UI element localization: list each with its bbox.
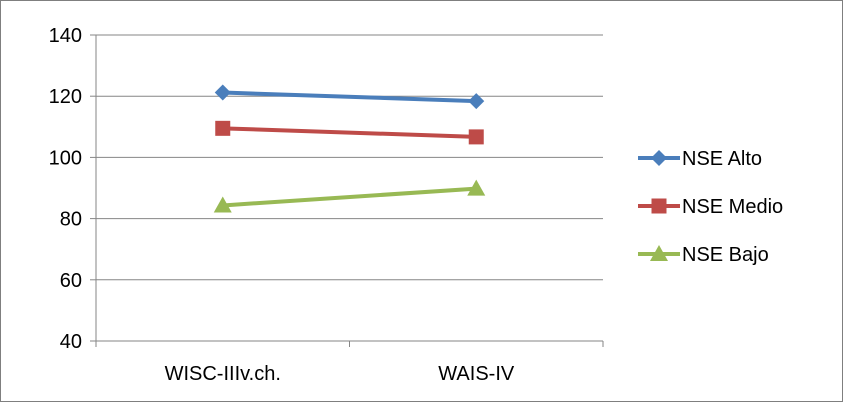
series-line xyxy=(222,126,477,139)
legend-label: NSE Medio xyxy=(682,196,783,218)
legend-label: NSE Alto xyxy=(682,148,762,170)
legend-item: NSE Bajo xyxy=(638,244,769,266)
data-point xyxy=(467,179,486,196)
data-point xyxy=(213,196,232,213)
legend: NSE Alto NSE Medio NSE Bajo xyxy=(638,148,783,266)
y-tick-label: 40 xyxy=(60,331,82,353)
legend-marker xyxy=(651,198,667,214)
series-nse-alto xyxy=(214,84,485,110)
legend-item: NSE Alto xyxy=(638,148,762,170)
series-line xyxy=(222,186,477,208)
legend-item: NSE Medio xyxy=(638,196,783,218)
series-nse-medio xyxy=(215,120,484,145)
y-tick-label: 60 xyxy=(60,270,82,292)
x-tick-labels: WISC-IIIv.ch. WAIS-IV xyxy=(165,363,515,385)
y-tick-labels: 40 60 80 100 120 140 xyxy=(49,25,82,353)
series-nse-bajo xyxy=(213,179,486,213)
x-tick-label: WAIS-IV xyxy=(438,363,515,385)
series-line xyxy=(222,90,477,104)
legend-label: NSE Bajo xyxy=(682,244,769,266)
legend-marker xyxy=(651,150,667,166)
data-point xyxy=(214,84,231,101)
data-point xyxy=(215,120,231,136)
x-tick-label: WISC-IIIv.ch. xyxy=(165,363,281,385)
gridlines xyxy=(96,34,603,281)
y-tick-label: 120 xyxy=(49,86,82,108)
y-tick-label: 140 xyxy=(49,25,82,47)
y-tick-label: 100 xyxy=(49,147,82,169)
series-lines xyxy=(213,84,486,213)
data-point xyxy=(468,129,484,145)
legend-marker xyxy=(650,245,668,261)
axes xyxy=(90,34,604,347)
data-point xyxy=(468,93,485,110)
y-tick-label: 80 xyxy=(60,209,82,231)
